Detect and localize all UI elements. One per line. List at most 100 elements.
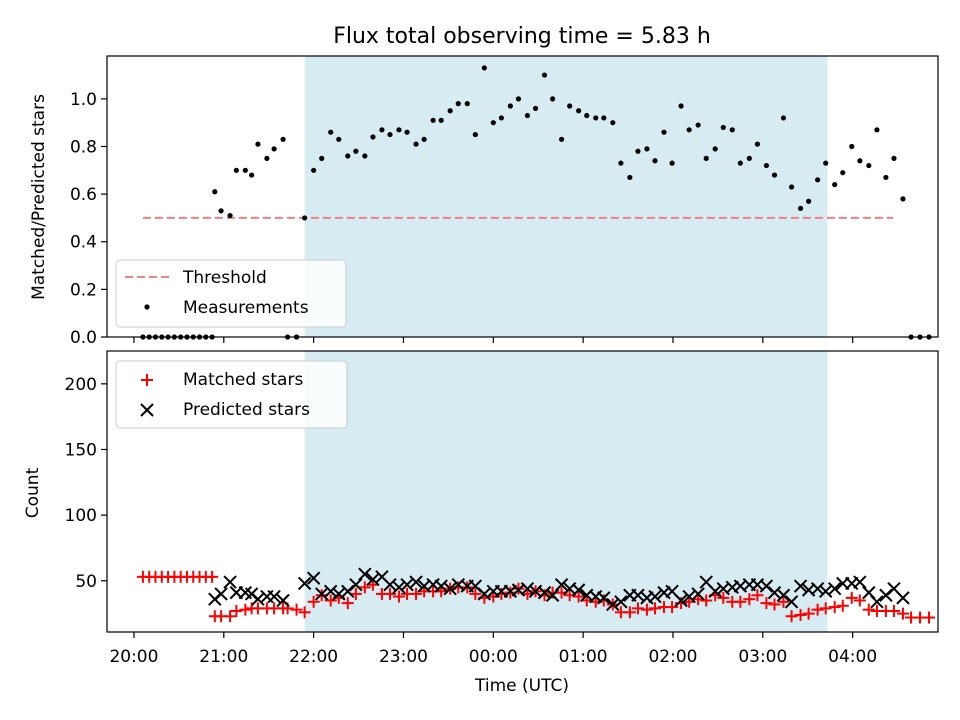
- predicted-star-point: [597, 591, 611, 605]
- predicted-star-point: [392, 580, 406, 595]
- measurement-point: [593, 115, 599, 121]
- measurement-point: [729, 127, 735, 133]
- x-tick-label: 02:00: [648, 647, 697, 667]
- measurement-point: [840, 170, 846, 176]
- measurement-point: [891, 155, 897, 161]
- measurement-point: [438, 117, 444, 123]
- predicted-star-point: [776, 588, 791, 602]
- matched-star-point: [206, 570, 219, 583]
- measurement-point: [515, 96, 522, 102]
- top-y-tick-label: 1.0: [70, 90, 97, 110]
- matched-star-point: [802, 607, 815, 620]
- measurement-point: [472, 131, 478, 138]
- measurement-point: [396, 127, 402, 133]
- predicted-stars-points: [208, 567, 910, 612]
- matched-star-point: [666, 601, 679, 614]
- predicted-star-point: [409, 575, 423, 589]
- matched-star-point: [836, 599, 849, 612]
- predicted-star-point: [383, 578, 397, 592]
- measurement-point: [370, 134, 376, 140]
- x-tick-label: 20:00: [109, 647, 158, 667]
- predicted-star-point: [767, 585, 782, 600]
- measurement-point: [264, 155, 270, 161]
- predicted-star-point: [793, 579, 808, 593]
- measurement-point: [703, 155, 709, 161]
- measurement-point: [490, 120, 496, 126]
- predicted-star-point: [358, 567, 372, 581]
- matched-star-point: [811, 603, 824, 616]
- bottom-panel: 50 100 150 200 20:00 21:00 22:00 23:00 00:00 01:…: [23, 350, 939, 696]
- matched-star-point: [623, 606, 636, 619]
- predicted-star-point: [341, 584, 355, 599]
- measurement-point: [857, 158, 863, 164]
- bottom-legend: Matched stars Predicted stars: [115, 360, 348, 429]
- measurement-point: [233, 167, 239, 173]
- measurement-point: [319, 155, 325, 161]
- measurement-point: [746, 155, 752, 161]
- matched-star-point: [224, 610, 237, 623]
- predicted-star-point: [879, 588, 893, 602]
- predicted-star-point: [784, 595, 799, 609]
- matched-star-point: [862, 603, 875, 616]
- matched-star-point: [358, 581, 371, 594]
- measurement-point: [806, 198, 812, 204]
- matched-star-point: [777, 595, 790, 608]
- matched-star-point: [290, 603, 303, 616]
- measurement-point: [737, 160, 743, 166]
- predicted-star-point: [434, 579, 448, 593]
- x-tick-label: 04:00: [828, 647, 877, 667]
- measurement-point: [362, 153, 368, 159]
- matched-star-point: [298, 606, 311, 619]
- bottom-y-tick-label: 200: [65, 375, 97, 395]
- predicted-star-point: [682, 589, 696, 604]
- measurement-point: [455, 101, 461, 107]
- measurement-point: [669, 160, 675, 166]
- predicted-star-point: [443, 581, 457, 596]
- measurement-point: [883, 174, 889, 181]
- predicted-star-point: [708, 584, 722, 599]
- matched-star-point: [640, 603, 653, 616]
- bottom-x-ticks: 20:00 21:00 22:00 23:00 00:00 01:00 02:00 03:00…: [109, 632, 877, 667]
- legend-matched-swatch: [141, 374, 153, 386]
- measurement-point: [311, 167, 317, 173]
- matched-star-point: [324, 594, 337, 607]
- measurement-point: [430, 117, 436, 123]
- measurement-point: [218, 208, 224, 214]
- predicted-star-point: [545, 588, 560, 602]
- measurement-point: [627, 174, 633, 181]
- matched-star-point: [751, 589, 764, 602]
- measurement-point: [421, 136, 427, 142]
- legend-threshold-label: Threshold: [182, 268, 267, 288]
- top-y-tick-label: 0.8: [70, 137, 97, 157]
- top-y-tick-label: 0.6: [70, 185, 97, 205]
- top-y-tick-label: 0.4: [70, 233, 97, 253]
- matched-star-point: [853, 594, 866, 607]
- predicted-star-point: [214, 587, 228, 601]
- measurement-point: [874, 127, 880, 133]
- measurement-point: [618, 160, 624, 166]
- bottom-y-tick-label: 150: [65, 440, 97, 460]
- measurement-point: [635, 148, 641, 154]
- bottom-y-axis-label: Count: [23, 467, 43, 518]
- predicted-star-point: [691, 587, 705, 601]
- measurement-point: [464, 101, 470, 107]
- bottom-y-tick-label: 100: [65, 506, 97, 526]
- x-tick-label: 22:00: [289, 647, 338, 667]
- predicted-star-point: [870, 595, 884, 609]
- matched-star-point: [760, 597, 773, 610]
- predicted-star-point: [366, 572, 380, 587]
- matched-star-point: [768, 598, 781, 611]
- x-tick-label: 01:00: [559, 647, 608, 667]
- measurement-point: [242, 167, 248, 173]
- matched-star-point: [743, 593, 756, 606]
- predicted-star-point: [571, 583, 586, 597]
- predicted-star-point: [818, 584, 833, 599]
- top-observing-window: [304, 56, 828, 337]
- x-tick-label: 23:00: [379, 647, 428, 667]
- measurement-point: [832, 181, 838, 188]
- measurement-point: [302, 215, 308, 221]
- predicted-star-point: [674, 593, 688, 608]
- predicted-star-point: [631, 588, 645, 602]
- measurement-point: [447, 108, 453, 114]
- measurement-point: [686, 127, 692, 133]
